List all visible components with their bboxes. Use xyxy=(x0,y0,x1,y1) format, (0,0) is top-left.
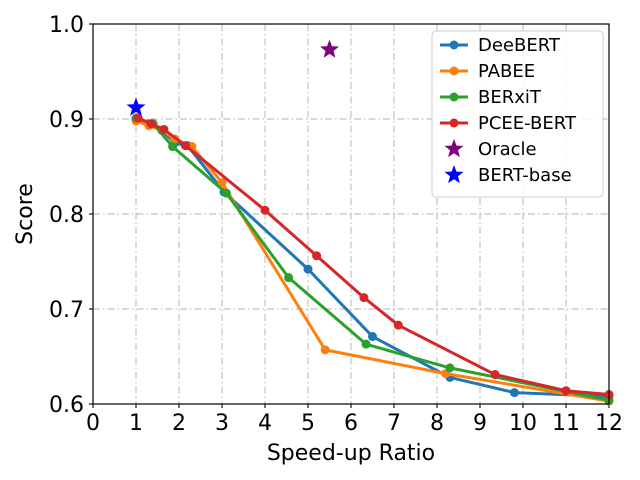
x-tick-label-7: 7 xyxy=(387,411,401,436)
data-point-pcee-bert-8 xyxy=(490,370,500,380)
data-point-pcee-bert-1 xyxy=(146,119,156,129)
legend-item-pcee-bert: PCEE-BERT xyxy=(440,113,577,134)
legend-marker-bert-base xyxy=(444,165,464,184)
plot-area-frame xyxy=(92,23,610,405)
y-tick-label-0: 0.6 xyxy=(49,393,84,418)
legend-label-bert-base: BERT-base xyxy=(478,165,572,186)
legend-label-pcee-bert: PCEE-BERT xyxy=(478,113,577,134)
data-point-berxit-5 xyxy=(361,339,371,349)
data-point-berxit-4 xyxy=(284,273,294,283)
x-tick-label-3: 3 xyxy=(215,411,229,436)
y-tick-label-2: 0.8 xyxy=(49,203,84,228)
legend-marker-berxit xyxy=(449,92,459,102)
legend-item-deebert: DeeBERT xyxy=(440,35,561,56)
legend-marker-oracle xyxy=(444,139,464,158)
x-tick-label-11: 11 xyxy=(552,411,580,436)
data-point-pcee-bert-5 xyxy=(312,251,322,261)
legend-item-bert-base: BERT-base xyxy=(444,165,572,186)
legend-label-berxit: BERxiT xyxy=(478,87,542,108)
data-point-pcee-bert-9 xyxy=(561,386,571,396)
special-points xyxy=(126,39,340,116)
data-point-pabee-5 xyxy=(217,178,227,188)
series-pcee-bert xyxy=(133,113,614,399)
legend-label-pabee: PABEE xyxy=(478,61,535,82)
y-tick-label-3: 0.9 xyxy=(49,108,84,133)
x-tick-label-0: 0 xyxy=(86,411,100,436)
data-point-deebert-6 xyxy=(303,264,313,274)
legend-marker-deebert xyxy=(449,40,459,50)
legend-box xyxy=(431,30,604,198)
data-point-pcee-bert-3 xyxy=(180,141,190,151)
data-point-pcee-bert-2 xyxy=(159,124,169,134)
y-tick-label-4: 1.0 xyxy=(49,13,84,38)
star-marker-oracle xyxy=(319,39,340,58)
x-tick-label-1: 1 xyxy=(129,411,143,436)
data-point-deebert-7 xyxy=(368,332,377,342)
data-point-pcee-bert-4 xyxy=(260,205,270,215)
x-tick-label-4: 4 xyxy=(258,411,272,436)
data-point-pcee-bert-7 xyxy=(393,320,403,330)
x-tick-label-5: 5 xyxy=(301,411,315,436)
x-tick-label-12: 12 xyxy=(595,411,623,436)
legend-item-berxit: BERxiT xyxy=(440,87,542,108)
data-point-berxit-3 xyxy=(221,188,231,198)
legend-marker-pcee-bert xyxy=(449,118,459,128)
y-axis-ticks: 0.6 0.7 0.8 0.9 1.0 xyxy=(49,13,93,418)
data-point-pcee-bert-0 xyxy=(133,113,143,123)
x-axis-label: Speed-up Ratio xyxy=(267,441,435,466)
legend-label-oracle: Oracle xyxy=(478,139,537,160)
legend: DeeBERT PABEE BERxiT PCEE-BERT Oracle BERT-ba… xyxy=(431,30,604,198)
data-point-pcee-bert-6 xyxy=(359,293,369,303)
legend-item-pabee: PABEE xyxy=(440,61,535,82)
x-tick-label-2: 2 xyxy=(172,411,186,436)
x-tick-label-9: 9 xyxy=(473,411,487,436)
x-axis-ticks: 0 1 2 3 4 5 6 7 8 9 10 11 12 xyxy=(86,404,623,436)
legend-item-oracle: Oracle xyxy=(444,139,537,160)
data-point-pabee-6 xyxy=(320,345,330,355)
data-point-berxit-2 xyxy=(168,142,178,152)
y-tick-label-1: 0.7 xyxy=(49,298,84,323)
y-axis-label: Score xyxy=(13,183,38,245)
legend-marker-pabee xyxy=(449,66,459,76)
x-tick-label-8: 8 xyxy=(430,411,444,436)
data-point-berxit-6 xyxy=(445,363,455,373)
legend-label-deebert: DeeBERT xyxy=(478,35,561,56)
star-marker-bert-base xyxy=(126,97,146,116)
data-point-deebert-9 xyxy=(509,388,519,398)
x-tick-label-10: 10 xyxy=(509,411,537,436)
x-tick-label-6: 6 xyxy=(344,411,358,436)
